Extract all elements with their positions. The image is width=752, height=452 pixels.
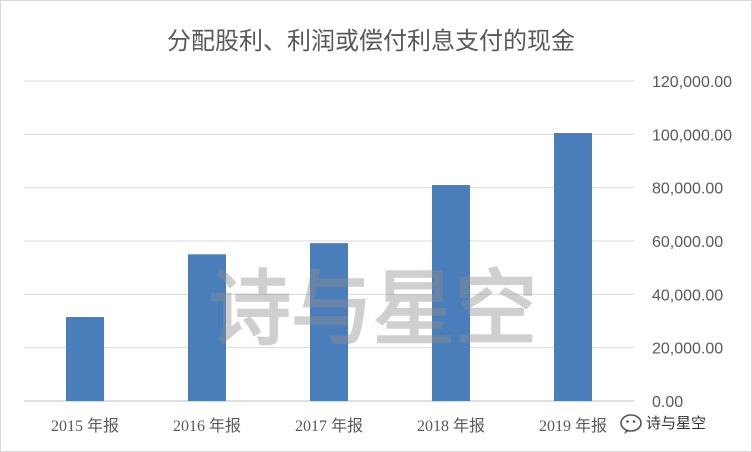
bar-2 bbox=[188, 254, 226, 401]
y-axis-tick-labels: 0.00 20,000.00 40,000.00 60,000.00 80,000.00… bbox=[652, 74, 732, 411]
wechat-icon bbox=[620, 414, 642, 434]
bar-5 bbox=[554, 133, 592, 401]
x-axis-tick-labels: 2015 年报 2016 年报 2017 年报 2018 年报 2019 年报 bbox=[51, 417, 607, 435]
x-tick-label: 2018 年报 bbox=[417, 417, 485, 435]
y-tick-label: 100,000.00 bbox=[652, 127, 732, 144]
y-tick-label: 80,000.00 bbox=[652, 181, 723, 198]
x-tick-label: 2019 年报 bbox=[539, 417, 607, 435]
brand-mark: 诗与星空 bbox=[620, 414, 706, 434]
y-tick-label: 60,000.00 bbox=[652, 234, 723, 251]
x-tick-label: 2015 年报 bbox=[51, 417, 119, 435]
y-tick-label: 120,000.00 bbox=[652, 74, 732, 91]
x-tick-label: 2017 年报 bbox=[295, 417, 363, 435]
x-tick-label: 2016 年报 bbox=[173, 417, 241, 435]
y-tick-label: 40,000.00 bbox=[652, 287, 723, 304]
y-tick-label: 0.00 bbox=[652, 394, 683, 411]
bar-1 bbox=[66, 317, 104, 401]
bars bbox=[66, 133, 592, 401]
brand-label: 诗与星空 bbox=[646, 414, 706, 432]
bar-4 bbox=[432, 185, 470, 401]
watermark: 诗与星空 bbox=[209, 262, 537, 357]
bar-3 bbox=[310, 243, 348, 401]
chart-title: 分配股利、利润或偿付利息支付的现金 bbox=[167, 27, 575, 55]
y-tick-label: 20,000.00 bbox=[652, 341, 723, 358]
